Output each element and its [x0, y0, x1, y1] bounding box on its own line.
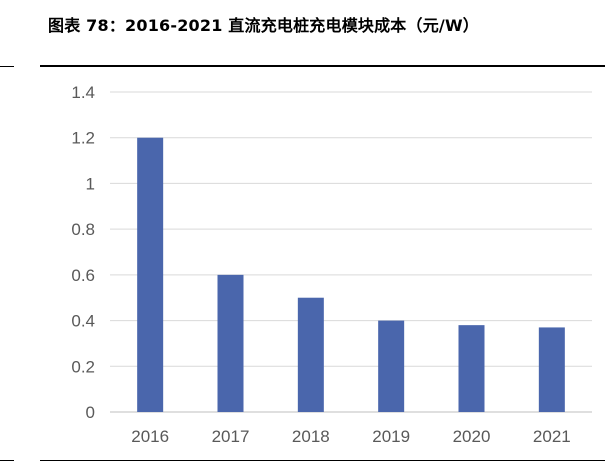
x-tick-label: 2019	[372, 427, 410, 446]
y-tick-label: 1.2	[71, 129, 95, 148]
y-axis-tick-labels: 0 0.2 0.4 0.6 0.8 1 1.2 1.4	[71, 83, 95, 422]
chart-bottom-rule	[40, 460, 605, 461]
x-tick-label: 2020	[453, 427, 491, 446]
bar-2019	[378, 320, 405, 412]
bar-2021	[538, 327, 565, 412]
y-tick-label: 1	[86, 174, 95, 193]
bar-2018	[297, 297, 324, 412]
bars	[137, 137, 565, 412]
bar-2017	[217, 274, 244, 412]
y-tick-label: 0	[86, 403, 95, 422]
left-divider-top	[0, 66, 14, 67]
chart-top-rule	[40, 65, 605, 67]
x-tick-label: 2018	[292, 427, 330, 446]
y-tick-label: 0.4	[71, 312, 95, 331]
y-tick-label: 1.4	[71, 83, 95, 102]
x-axis-tick-labels: 2016 2017 2018 2019 2020 2021	[131, 427, 570, 446]
x-tick-label: 2016	[131, 427, 169, 446]
figure-title: 图表 78：2016-2021 直流充电桩充电模块成本（元/W）	[48, 16, 480, 35]
bar-2016	[137, 137, 164, 412]
gridlines	[110, 91, 592, 413]
x-tick-label: 2021	[533, 427, 571, 446]
y-tick-label: 0.6	[71, 266, 95, 285]
left-divider-bottom	[0, 460, 14, 461]
bar-2020	[458, 325, 485, 412]
x-tick-label: 2017	[212, 427, 250, 446]
y-tick-label: 0.2	[71, 357, 95, 376]
y-tick-label: 0.8	[71, 220, 95, 239]
